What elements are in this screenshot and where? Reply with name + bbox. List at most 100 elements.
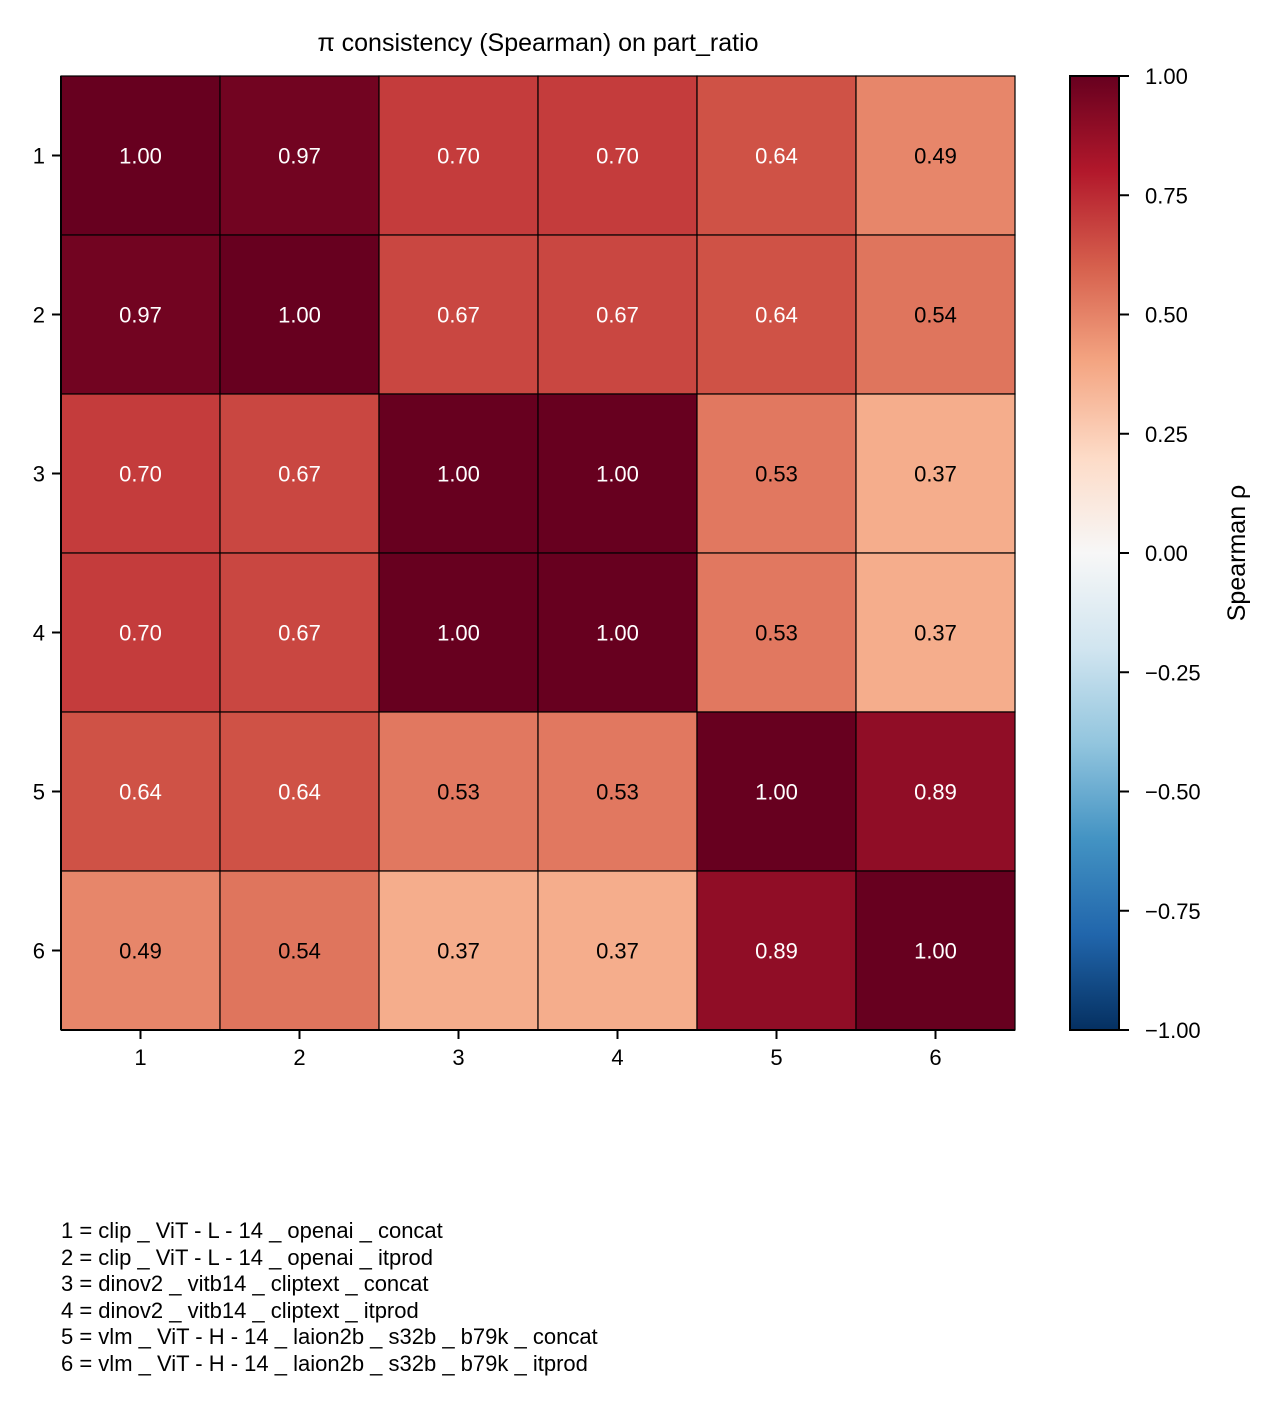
model-legend: 1 = clip _ ViT - L - 14 _ openai _ conca… [61,1218,598,1378]
heatmap-cell-2-2 [219,234,380,395]
heatmap-cell-label-5-4: 0.53 [596,780,639,805]
heatmap-cell-label-3-6: 0.37 [914,462,957,487]
y-tick-label-3: 3 [33,462,45,487]
heatmap-cell-4-4 [537,552,698,713]
heatmap-cell-1-2 [219,75,380,236]
heatmap-cell-label-2-4: 0.67 [596,303,639,328]
colorbar-tick-label-7: −0.75 [1145,899,1201,924]
heatmap-cell-label-5-6: 0.89 [914,780,957,805]
heatmap-cell-label-5-2: 0.64 [278,780,321,805]
heatmap-cell-label-6-4: 0.37 [596,939,639,964]
heatmap-cell-3-4 [537,393,698,554]
legend-line-6: 6 = vlm _ ViT - H - 14 _ laion2b _ s32b … [61,1350,588,1376]
y-tick-label-1: 1 [33,144,45,169]
heatmap-cell-4-6 [855,552,1016,713]
heatmap-cell-3-6 [855,393,1016,554]
heatmap-cell-5-1 [60,711,221,872]
colorbar-gradient [1069,75,1120,1031]
heatmap-cell-label-6-6: 1.00 [914,939,957,964]
colorbar-tick-label-8: −1.00 [1145,1018,1201,1043]
heatmap-cell-3-5 [696,393,857,554]
heatmap-cell-label-3-5: 0.53 [755,462,798,487]
heatmap-cell-4-5 [696,552,857,713]
heatmap-cell-label-3-1: 0.70 [119,462,162,487]
colorbar-tick-label-5: −0.25 [1145,660,1201,685]
heatmap-cell-4-3 [378,552,539,713]
heatmap-cell-label-6-3: 0.37 [437,939,480,964]
x-tick-label-2: 2 [293,1045,305,1070]
heatmap-cell-3-2 [219,393,380,554]
colorbar-tick-label-1: 0.75 [1145,183,1188,208]
heatmap-cell-1-3 [378,75,539,236]
heatmap-cell-label-2-6: 0.54 [914,303,957,328]
y-tick-label-5: 5 [33,780,45,805]
heatmap-cell-3-1 [60,393,221,554]
heatmap-cell-label-6-2: 0.54 [278,939,321,964]
heatmap-cell-label-4-2: 0.67 [278,621,321,646]
heatmap-cell-label-5-5: 1.00 [755,780,798,805]
legend-line-5: 5 = vlm _ ViT - H - 14 _ laion2b _ s32b … [61,1324,598,1350]
heatmap-cell-5-5 [696,711,857,872]
colorbar-tick-label-3: 0.25 [1145,422,1188,447]
heatmap-cell-label-2-2: 1.00 [278,303,321,328]
heatmap-cell-label-4-1: 0.70 [119,621,162,646]
heatmap-cell-label-1-6: 0.49 [914,144,957,169]
colorbar-label: Spearman ρ [1223,485,1251,622]
x-tick-label-1: 1 [134,1045,146,1070]
heatmap-cell-label-3-2: 0.67 [278,462,321,487]
heatmap-cell-5-3 [378,711,539,872]
colorbar-tick-label-6: −0.50 [1145,780,1201,805]
heatmap-cell-label-6-5: 0.89 [755,939,798,964]
x-tick-label-5: 5 [770,1045,782,1070]
heatmap-cell-4-2 [219,552,380,713]
legend-line-4: 4 = dinov2 _ vitb14 _ cliptext _ itprod [61,1297,419,1323]
heatmap-cell-5-6 [855,711,1016,872]
chart-title: π consistency (Spearman) on part_ratio [317,29,758,57]
heatmap-cell-label-3-3: 1.00 [437,462,480,487]
x-tick-label-4: 4 [611,1045,623,1070]
colorbar-tick-label-4: 0.00 [1145,541,1188,566]
heatmap-cells: 1.00 0.97 0.70 0.70 0.64 0.49 0.97 1.00 0.67 0.67… [60,75,1016,1031]
heatmap-cell-2-6 [855,234,1016,395]
colorbar-tick-label-2: 0.50 [1145,303,1188,328]
legend-line-1: 1 = clip _ ViT - L - 14 _ openai _ conca… [61,1218,443,1243]
heatmap-cell-label-1-2: 0.97 [278,144,321,169]
heatmap-cell-label-5-3: 0.53 [437,780,480,805]
legend-line-3: 3 = dinov2 _ vitb14 _ cliptext _ concat [61,1271,429,1297]
heatmap-cell-label-2-5: 0.64 [755,303,798,328]
heatmap-cell-1-1 [60,75,221,236]
y-tick-label-2: 2 [33,303,45,328]
heatmap-axes: 1 2 3 4 5 6 1 2 3 4 5 6 [33,76,1015,1070]
heatmap-cell-label-4-3: 1.00 [437,621,480,646]
heatmap-cell-label-4-5: 0.53 [755,621,798,646]
heatmap-cell-label-3-4: 1.00 [596,462,639,487]
heatmap-cell-6-6 [855,870,1016,1031]
legend-line-2: 2 = clip _ ViT - L - 14 _ openai _ itpro… [61,1244,433,1270]
heatmap-cell-label-4-4: 1.00 [596,621,639,646]
heatmap-cell-label-5-1: 0.64 [119,780,162,805]
heatmap-cell-4-1 [60,552,221,713]
heatmap-cell-label-4-6: 0.37 [914,621,957,646]
heatmap-cell-label-1-1: 1.00 [119,144,162,169]
heatmap-cell-label-2-3: 0.67 [437,303,480,328]
heatmap-cell-label-1-3: 0.70 [437,144,480,169]
heatmap-cell-label-2-1: 0.97 [119,303,162,328]
heatmap-cell-label-1-4: 0.70 [596,144,639,169]
y-tick-label-6: 6 [33,939,45,964]
heatmap-cell-1-5 [696,75,857,236]
y-tick-label-4: 4 [33,621,45,646]
heatmap-cell-6-1 [60,870,221,1031]
heatmap-cell-5-4 [537,711,698,872]
heatmap-cell-label-6-1: 0.49 [119,939,162,964]
heatmap-cell-1-4 [537,75,698,236]
heatmap-cell-6-5 [696,870,857,1031]
heatmap-cell-label-1-5: 0.64 [755,144,798,169]
heatmap-cell-3-3 [378,393,539,554]
heatmap-cell-2-4 [537,234,698,395]
colorbar-tick-label-0: 1.00 [1145,64,1188,89]
colorbar: 1.00 0.75 0.50 0.25 0.00 −0.25 −0.50 −0.75 −1.00 [1069,64,1201,1043]
heatmap-cell-1-6 [855,75,1016,236]
x-tick-label-6: 6 [929,1045,941,1070]
x-tick-label-3: 3 [452,1045,464,1070]
